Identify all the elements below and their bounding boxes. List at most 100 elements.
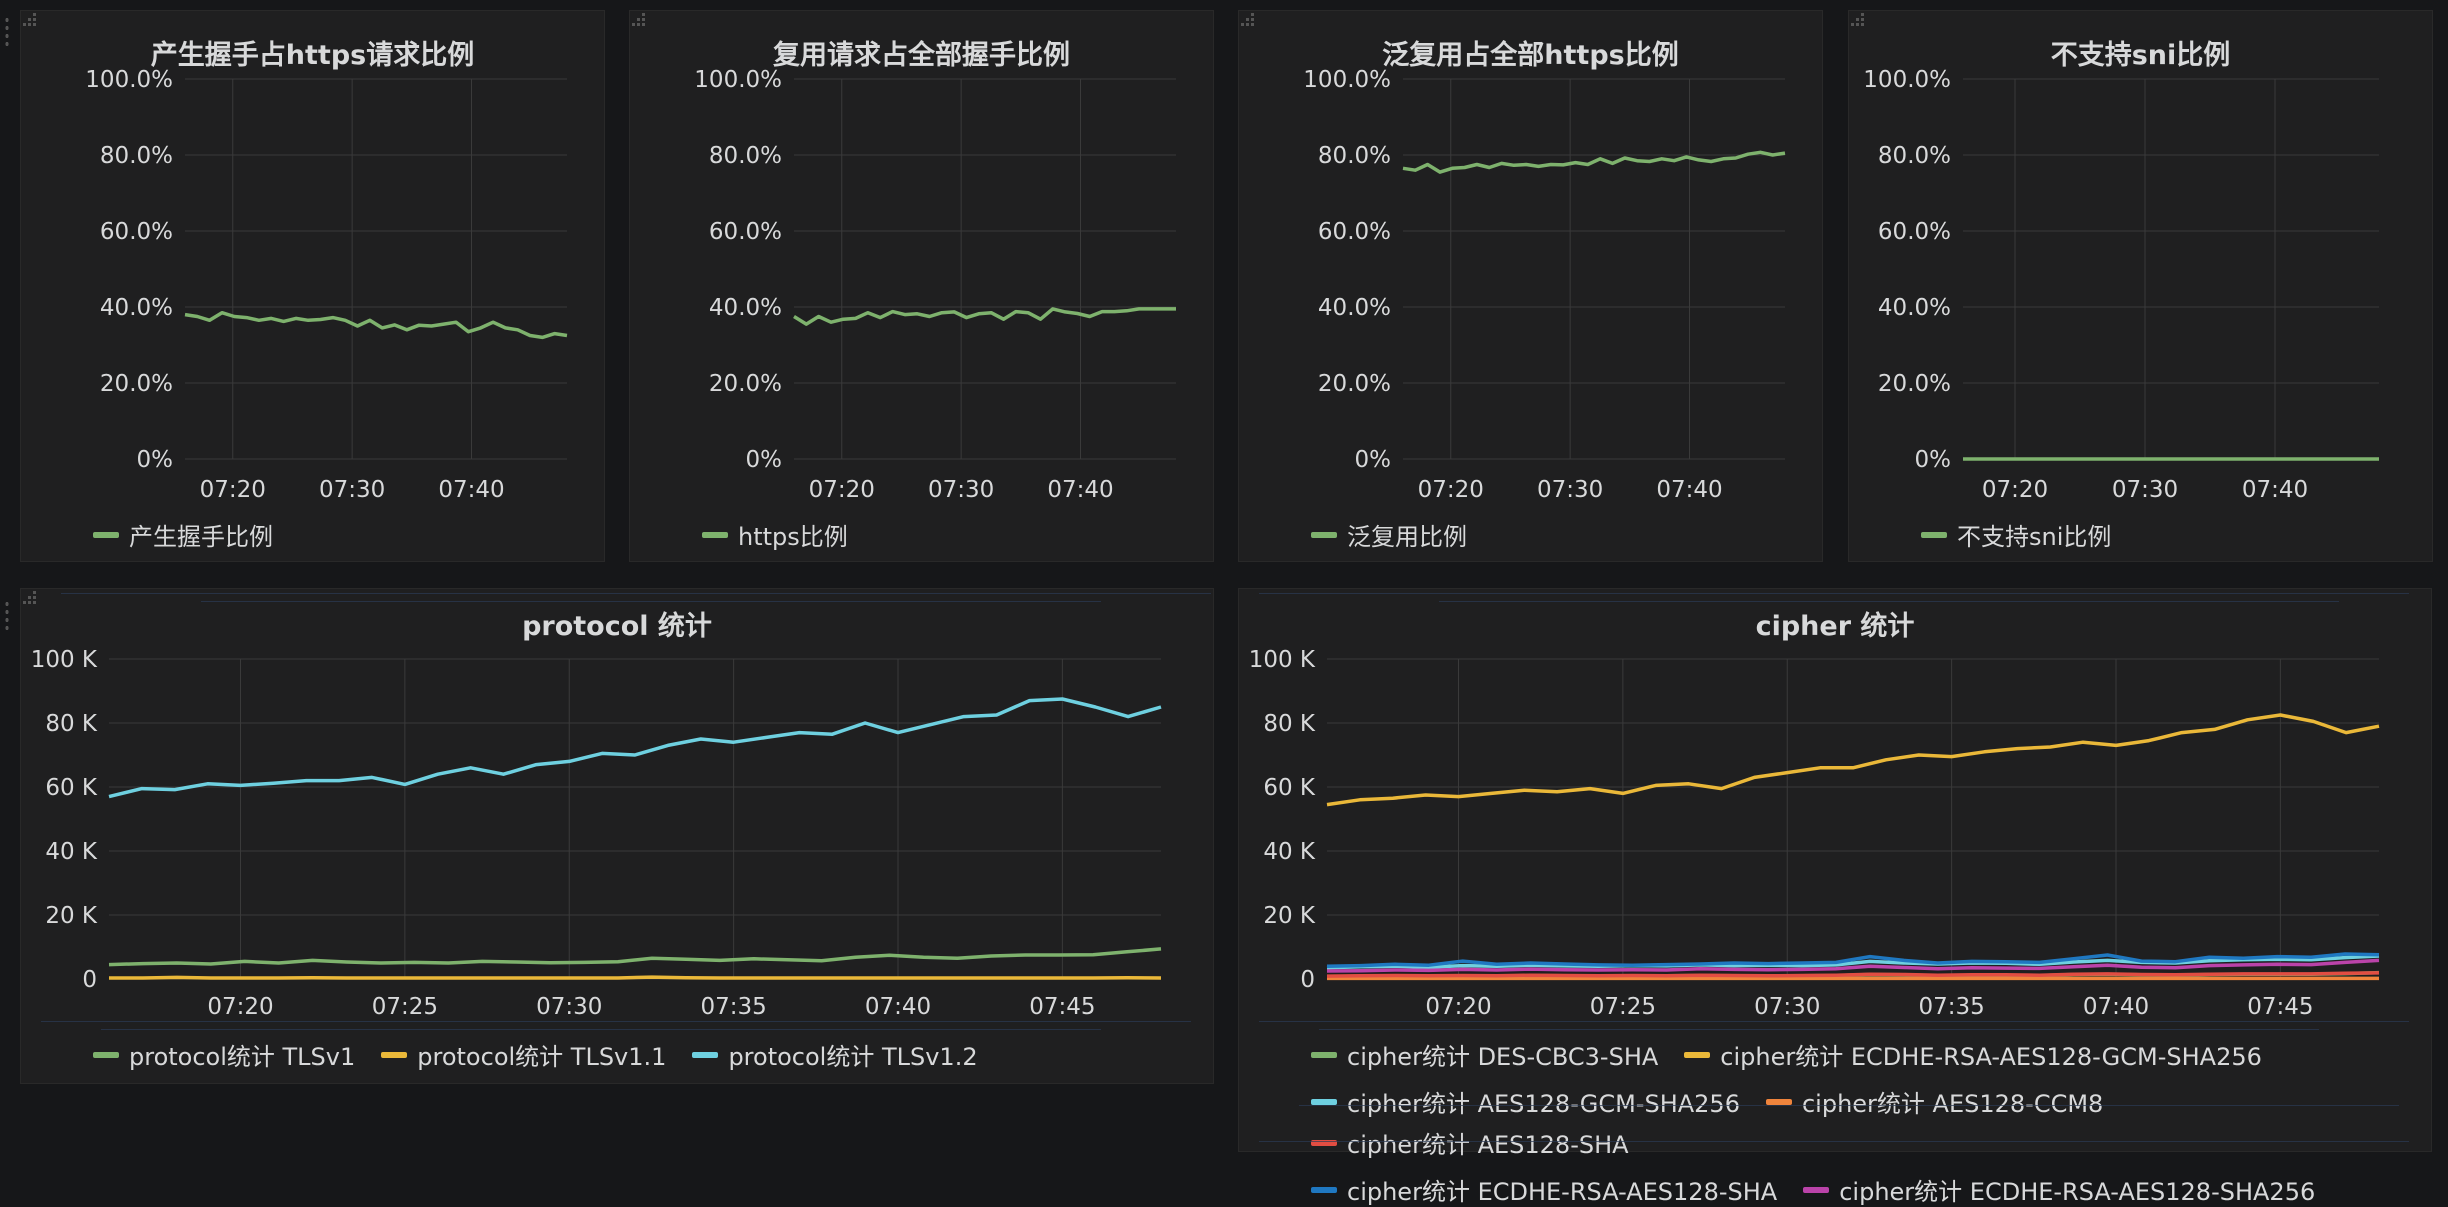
legend-item[interactable]: protocol统计 TLSv1 (93, 1037, 355, 1072)
decorative-line (201, 601, 1101, 602)
legend: 不支持sni比例 (1921, 517, 2111, 552)
legend-swatch (692, 1051, 719, 1058)
legend-item[interactable]: 不支持sni比例 (1921, 517, 2111, 552)
legend: 产生握手比例 (93, 517, 273, 552)
legend-item[interactable]: cipher统计 DES-CBC3-SHA (1311, 1037, 1658, 1072)
y-tick-label: 80.0% (1318, 143, 1391, 169)
y-tick-label: 100.0% (694, 67, 782, 93)
legend-item[interactable]: 泛复用比例 (1311, 517, 1467, 552)
legend-swatch (1311, 1098, 1337, 1105)
panel-protocol-stats: protocol 统计 0 20 K 40 K 60 K 80 K 100 K 07:20 0… (20, 588, 1214, 1084)
y-tick-label: 20.0% (100, 371, 173, 397)
legend-swatch (381, 1051, 408, 1058)
chart-protocol-stats: 0 20 K 40 K 60 K 80 K 100 K 07:20 07:25 07:30 07:… (31, 647, 1162, 1020)
panel-reuse-ratio: 复用请求占全部握手比例 0% 20.0% 40.0% 60.0% 80.0% 100.0%… (629, 10, 1214, 562)
row-drag-handle-icon[interactable] (4, 600, 10, 630)
resize-handle-icon[interactable] (21, 589, 37, 605)
legend-label: cipher统计 ECDHE-RSA-AES128-GCM-SHA256 (1720, 1043, 2262, 1071)
x-tick-label: 07:20 (1982, 477, 2048, 503)
y-tick-label: 100 K (1249, 647, 1316, 673)
legend-item[interactable]: cipher统计 AES128-GCM-SHA256 (1311, 1084, 1740, 1119)
x-tick-label: 07:30 (319, 477, 385, 503)
legend-swatch (1311, 1139, 1337, 1146)
legend-item[interactable]: cipher统计 ECDHE-RSA-AES128-GCM-SHA256 (1684, 1037, 2262, 1072)
legend-swatch (702, 531, 728, 538)
legend-label: cipher统计 AES128-SHA (1347, 1131, 1629, 1159)
x-tick-label: 07:20 (200, 477, 266, 503)
y-tick-label: 80 K (1263, 711, 1316, 737)
legend-label: protocol统计 TLSv1.2 (728, 1043, 978, 1071)
x-tick-label: 07:25 (372, 994, 438, 1020)
y-tick-label: 20 K (1263, 903, 1316, 929)
y-tick-label: 60.0% (1318, 219, 1391, 245)
series-line (109, 975, 1162, 980)
series-line (1326, 971, 2380, 978)
legend: protocol统计 TLSv1 protocol统计 TLSv1.1 prot… (93, 1037, 978, 1072)
legend-item[interactable]: cipher统计 ECDHE-RSA-AES128-SHA256 (1803, 1172, 2315, 1207)
panel-cipher-stats: cipher 统计 0 20 K 40 K 60 K 80 K 100 K 07:20 07:… (1238, 588, 2432, 1206)
y-tick-label: 80 K (45, 711, 98, 737)
x-tick-label: 07:30 (928, 477, 994, 503)
resize-handle-icon[interactable] (21, 11, 37, 27)
legend-label: cipher统计 ECDHE-RSA-AES128-SHA (1347, 1178, 1778, 1206)
chart-handshake-ratio: 0% 20.0% 40.0% 60.0% 80.0% 100.0% 07:20 07:30 07… (85, 67, 568, 503)
panel-title[interactable]: 复用请求占全部握手比例 (773, 40, 1070, 71)
panel-handshake-ratio: 产生握手占https请求比例 0% 20.0% 40.0% 60.0% 80.0% 100… (20, 10, 605, 562)
x-tick-label: 07:30 (1754, 994, 1820, 1020)
y-tick-label: 20.0% (1878, 371, 1951, 397)
panel-title[interactable]: cipher 统计 (1755, 611, 1915, 642)
resize-handle-icon[interactable] (1239, 11, 1255, 27)
legend-label: cipher统计 AES128-CCM8 (1801, 1090, 2104, 1118)
legend-item[interactable]: cipher统计 ECDHE-RSA-AES128-SHA (1311, 1172, 1777, 1207)
y-tick-label: 40.0% (709, 295, 782, 321)
x-tick-label: 07:20 (1418, 477, 1484, 503)
legend: cipher统计 DES-CBC3-SHA cipher统计 ECDHE-RSA… (1311, 1037, 2411, 1207)
series-line (1326, 713, 2380, 807)
y-tick-label: 0 (1300, 967, 1315, 993)
legend-swatch (1311, 1186, 1337, 1193)
y-tick-label: 40 K (45, 839, 98, 865)
panel-general-reuse-ratio: 泛复用占全部https比例 0% 20.0% 40.0% 60.0% 80.0% 100.… (1238, 10, 1823, 562)
y-tick-label: 20 K (45, 903, 98, 929)
legend-item[interactable]: cipher统计 AES128-SHA (1311, 1125, 1629, 1160)
legend-swatch (93, 1051, 119, 1058)
x-tick-label: 07:40 (865, 994, 931, 1020)
panel-title[interactable]: protocol 统计 (522, 611, 712, 642)
x-tick-label: 07:20 (1425, 994, 1491, 1020)
legend-label: https比例 (738, 523, 848, 551)
decorative-line (101, 1029, 1101, 1030)
decorative-line (1259, 593, 2409, 594)
x-tick-label: 07:20 (809, 477, 875, 503)
y-tick-label: 60 K (1263, 775, 1316, 801)
decorative-line (1439, 601, 2339, 602)
legend-item[interactable]: protocol统计 TLSv1.1 (381, 1037, 666, 1072)
y-tick-label: 100.0% (1863, 67, 1951, 93)
legend-label: protocol统计 TLSv1 (129, 1043, 356, 1071)
legend-label: cipher统计 DES-CBC3-SHA (1347, 1043, 1659, 1071)
legend-swatch (1921, 531, 1947, 538)
legend-item[interactable]: https比例 (702, 517, 848, 552)
y-tick-label: 60.0% (100, 219, 173, 245)
x-tick-label: 07:40 (2083, 994, 2149, 1020)
x-tick-label: 07:30 (536, 994, 602, 1020)
series-line (108, 697, 1162, 799)
legend-item[interactable]: cipher统计 AES128-CCM8 (1765, 1084, 2104, 1119)
resize-handle-icon[interactable] (630, 11, 646, 27)
panel-title[interactable]: 泛复用占全部https比例 (1382, 40, 1679, 71)
legend-label: cipher统计 AES128-GCM-SHA256 (1347, 1090, 1740, 1118)
chart-reuse-ratio: 0% 20.0% 40.0% 60.0% 80.0% 100.0% 07:20 07:30 07… (694, 67, 1176, 503)
panel-title[interactable]: 不支持sni比例 (2050, 40, 2231, 71)
decorative-line (41, 1021, 1191, 1022)
panel-title[interactable]: 产生握手占https请求比例 (150, 40, 475, 71)
y-tick-label: 0% (1915, 447, 1952, 473)
decorative-line (1299, 1105, 2399, 1106)
legend-item[interactable]: protocol统计 TLSv1.2 (692, 1037, 978, 1072)
row-drag-handle-icon[interactable] (4, 16, 10, 46)
legend-item[interactable]: 产生握手比例 (93, 517, 273, 552)
y-tick-label: 20.0% (1318, 371, 1391, 397)
legend-label: 泛复用比例 (1347, 523, 1467, 551)
resize-handle-icon[interactable] (1849, 11, 1865, 27)
decorative-line (1319, 1029, 2319, 1030)
y-tick-label: 80.0% (709, 143, 782, 169)
y-tick-label: 0% (746, 447, 783, 473)
